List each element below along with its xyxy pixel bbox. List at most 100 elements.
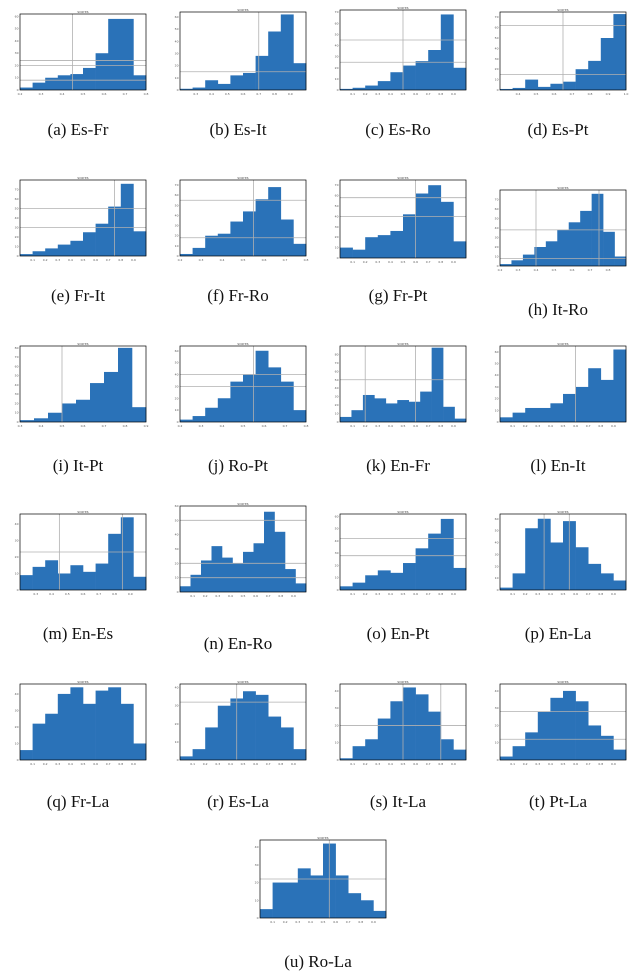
y-tick-label: 0	[337, 256, 339, 260]
histogram-bar	[120, 517, 134, 590]
histogram-bar	[268, 31, 282, 90]
histogram-bar	[108, 18, 122, 90]
histogram-bar	[95, 690, 109, 760]
x-tick-label: 0.4	[68, 258, 73, 262]
histogram-bar	[76, 399, 91, 422]
x-tick-label: 0.2	[523, 424, 528, 428]
x-tick-label: 0.2	[43, 762, 48, 766]
x-tick-label: 0.1	[270, 920, 275, 924]
axes-frame	[499, 683, 627, 761]
histogram-bar	[118, 347, 133, 422]
subfigure-caption: (u) Ro-La	[284, 952, 352, 971]
y-tick-label: 60	[335, 21, 339, 25]
x-tick-label: 0.9	[606, 92, 611, 96]
y-tick-label: 0	[17, 420, 19, 424]
x-tick-label: 0.3	[375, 592, 380, 596]
y-tick-label: 40	[175, 373, 179, 377]
x-tick-label: 0.3	[55, 762, 60, 766]
histogram-bar	[390, 701, 404, 760]
x-tick-label: 0.5	[81, 762, 86, 766]
histogram-bar	[335, 875, 349, 918]
panel-title: scores	[557, 342, 568, 346]
histogram-svg: scores 0 10 20 30 40 0.1 0.2 0.3 0.4 0.5 0.6 0.7 0.8 0…	[15, 680, 147, 766]
histogram-bar	[192, 247, 206, 256]
y-tick-label: 20	[175, 234, 179, 238]
y-tick-label: 60	[495, 207, 499, 211]
y-tick-label: 0	[337, 420, 339, 424]
y-tick-label: 20	[495, 245, 499, 249]
histogram-bar	[613, 749, 627, 760]
histogram-bar	[550, 83, 564, 90]
histogram-bar	[133, 743, 147, 760]
histogram-bar	[285, 569, 296, 592]
x-tick-label: 0.5	[552, 268, 557, 272]
y-tick-label: 0	[177, 88, 179, 92]
axes-frame	[499, 513, 627, 591]
y-tick-label: 10	[15, 76, 19, 80]
histogram-bar	[613, 14, 627, 90]
y-tick-label: 10	[255, 898, 259, 902]
x-tick-label: 0.6	[262, 258, 267, 262]
histogram-bar	[255, 199, 269, 256]
x-tick-label: 0.5	[561, 592, 566, 596]
x-tick-label: 0.4	[39, 424, 44, 428]
x-tick-label: 0.9	[611, 592, 616, 596]
x-tick-label: 0.7	[426, 260, 431, 264]
x-tick-label: 0.8	[438, 592, 443, 596]
y-tick-label: 40	[175, 39, 179, 43]
histogram-bar	[537, 407, 551, 422]
x-tick-label: 0.4	[548, 592, 553, 596]
x-tick-label: 0.8	[144, 92, 149, 96]
histogram-bar	[268, 716, 282, 760]
histogram-bar	[192, 416, 206, 422]
y-tick-label: 0	[497, 420, 499, 424]
x-tick-label: 0.3	[535, 592, 540, 596]
y-tick-label: 40	[335, 44, 339, 48]
x-tick-label: 0.1	[190, 594, 195, 598]
y-tick-label: 80	[15, 346, 19, 350]
axes-frame	[19, 513, 147, 591]
x-tick-label: 0.6	[413, 762, 418, 766]
histogram-bar	[83, 703, 96, 760]
histogram-bar	[550, 542, 564, 590]
x-tick-label: 0.1	[350, 424, 355, 428]
histogram-bar	[453, 241, 467, 258]
histogram-bar	[580, 210, 592, 266]
x-tick-label: 0.3	[535, 762, 540, 766]
histogram-bar	[600, 573, 614, 590]
y-tick-label: 30	[15, 708, 19, 712]
panel-title: scores	[77, 680, 88, 684]
histogram-bar	[70, 74, 84, 90]
x-tick-label: 0.1	[510, 424, 515, 428]
x-tick-label: 0.8	[438, 762, 443, 766]
histogram-bar	[512, 412, 526, 422]
x-tick-label: 0.6	[241, 92, 246, 96]
y-tick-label: 20	[175, 722, 179, 726]
histogram-svg: scores 0 10 20 30 40 0.1 0.2 0.3 0.4 0.5 0.6 0.7 0.8 0…	[495, 680, 627, 766]
histogram-bar	[431, 347, 444, 422]
y-tick-label: 40	[495, 226, 499, 230]
x-tick-label: 0.2	[43, 258, 48, 262]
x-tick-label: 0.3	[375, 92, 380, 96]
subfigure-caption: (j) Ro-Pt	[208, 456, 268, 475]
y-tick-label: 60	[495, 517, 499, 521]
histogram-bar	[428, 711, 442, 760]
histogram-svg: scores 0 10 20 30 40 50 60 70 0.1 0.2 0.3 0.4 0.5 0.6 0…	[335, 176, 467, 264]
histogram-panel: scores 0 10 20 30 40 50 60 70 0.2 0.3 0.4 0.5 0.6 0.7 0…	[170, 176, 309, 266]
y-tick-label: 70	[335, 10, 339, 14]
histogram-bar	[272, 882, 286, 918]
x-tick-label: 0.1	[30, 258, 35, 262]
x-tick-label: 0.7	[106, 258, 111, 262]
panel-title: scores	[397, 6, 408, 10]
x-tick-label: 0.9	[128, 592, 133, 596]
histogram-bar	[20, 575, 33, 590]
y-tick-label: 30	[335, 55, 339, 59]
x-tick-label: 0.4	[209, 92, 214, 96]
subfigure-caption: (m) En-Es	[42, 624, 114, 643]
axes-frame	[179, 683, 307, 761]
y-tick-label: 50	[175, 518, 179, 522]
y-tick-label: 20	[495, 564, 499, 568]
x-tick-label: 0.9	[451, 592, 456, 596]
panel-title: scores	[397, 510, 408, 514]
y-tick-label: 30	[495, 552, 499, 556]
